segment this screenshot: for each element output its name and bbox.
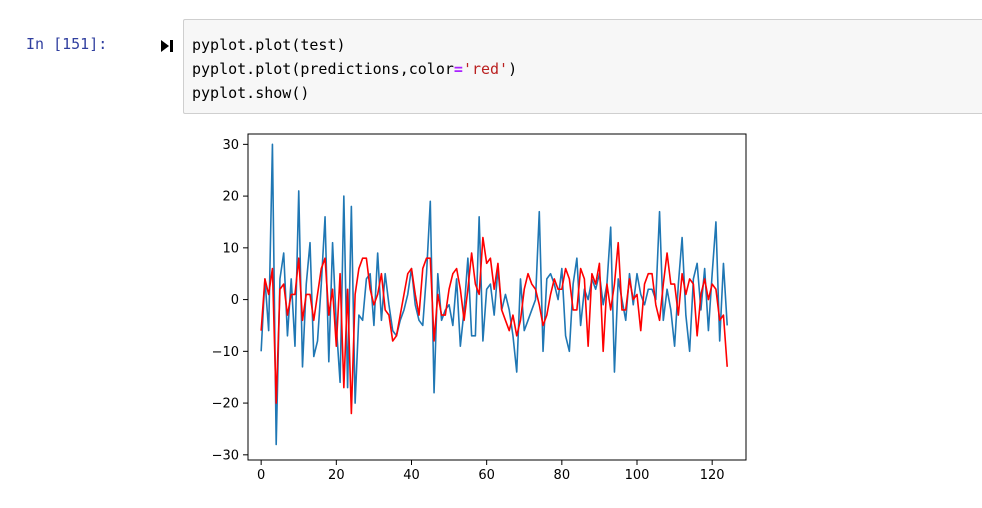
code-line[interactable]: pyplot.plot(predictions,color='red'): [192, 57, 517, 81]
y-tick-label: −20: [212, 397, 239, 412]
cell-prompt: In [151]:: [26, 35, 108, 53]
run-cell-icon[interactable]: [159, 38, 175, 54]
x-tick-label: 80: [554, 468, 571, 483]
x-tick-label: 60: [478, 468, 495, 483]
y-tick-label: −10: [212, 345, 239, 360]
y-tick-label: 30: [222, 138, 239, 153]
x-tick-label: 40: [403, 468, 420, 483]
code-token: pyplot.plot(test): [192, 36, 346, 54]
series-layer: [260, 143, 729, 446]
code-token: pyplot.plot(predictions,color: [192, 60, 454, 78]
code-line[interactable]: pyplot.show(): [192, 81, 517, 105]
x-axis-ticks: 0 20 40 60 80 100 120: [257, 460, 725, 483]
y-axis-ticks: −30 −20 −10 0 10 20 30: [212, 138, 248, 463]
code-line[interactable]: pyplot.plot(test): [192, 33, 517, 57]
code-token: pyplot.show(): [192, 84, 310, 102]
series-line-predictions: [260, 236, 729, 415]
x-tick-label: 0: [257, 468, 265, 483]
run-icon-glyph: [161, 40, 173, 52]
y-tick-label: 20: [222, 190, 239, 205]
code-editor[interactable]: pyplot.plot(test) pyplot.plot(predictions…: [192, 33, 517, 105]
x-tick-label: 20: [328, 468, 345, 483]
code-cell-input[interactable]: pyplot.plot(test) pyplot.plot(predictions…: [183, 19, 982, 114]
series-line-test: [260, 143, 729, 446]
plot-frame: [247, 133, 747, 461]
y-tick-label: 10: [222, 241, 239, 256]
y-tick-label: −30: [212, 448, 239, 463]
code-operator-token: =: [453, 60, 463, 78]
x-tick-label: 120: [700, 468, 725, 483]
x-tick-label: 100: [625, 468, 650, 483]
code-token: ): [508, 60, 518, 78]
code-string-token: 'red': [462, 60, 509, 78]
y-tick-label: 0: [231, 293, 239, 308]
